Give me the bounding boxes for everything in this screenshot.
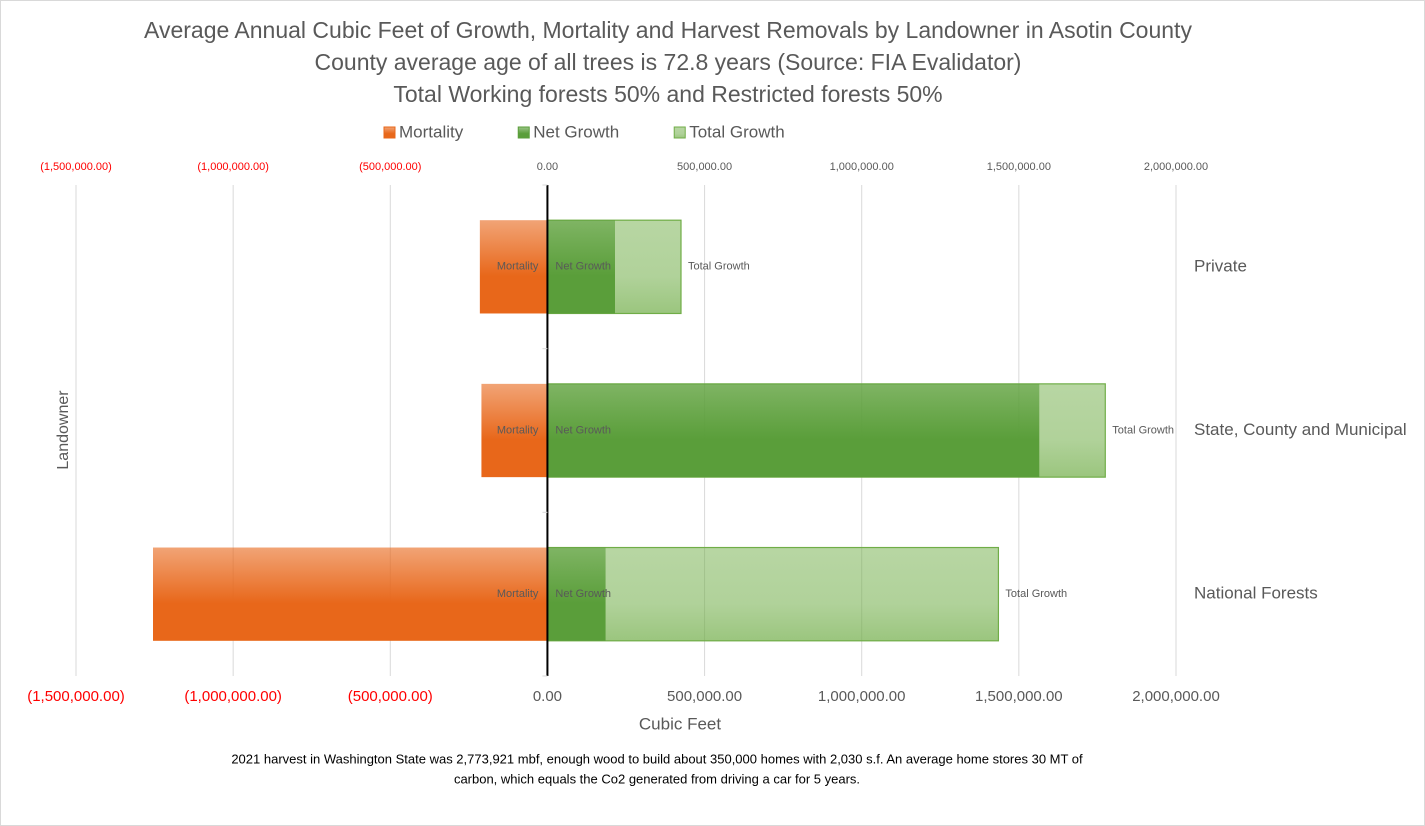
- category-label: Private: [1194, 256, 1247, 275]
- x-tick-label-top: 1,500,000.00: [987, 161, 1051, 173]
- bar: [479, 220, 548, 314]
- legend-label: Mortality: [399, 122, 464, 141]
- data-label: Total Growth: [688, 261, 750, 273]
- legend-swatch: [673, 126, 686, 139]
- footnote: carbon, which equals the Co2 generated f…: [454, 771, 860, 786]
- x-tick-label-top: (500,000.00): [359, 161, 421, 173]
- legend-swatch: [517, 126, 530, 139]
- x-tick-label-top: 2,000,000.00: [1144, 161, 1208, 173]
- x-tick-label-top: 0.00: [537, 161, 558, 173]
- x-tick-label: 0.00: [533, 688, 562, 705]
- legend-label: Net Growth: [533, 122, 619, 141]
- data-label: Total Growth: [1112, 424, 1174, 436]
- data-label: Net Growth: [555, 424, 611, 436]
- x-tick-label-top: (1,500,000.00): [40, 161, 112, 173]
- data-label: Net Growth: [555, 261, 611, 273]
- bar: [547, 383, 1040, 478]
- bar: [153, 547, 548, 641]
- chart-subtitle: County average age of all trees is 72.8 …: [315, 49, 1022, 75]
- category-label: State, County and Municipal: [1194, 420, 1407, 439]
- x-tick-label-top: 500,000.00: [677, 161, 732, 173]
- x-tick-label: 2,000,000.00: [1132, 688, 1220, 705]
- x-tick-label-top: (1,000,000.00): [197, 161, 269, 173]
- data-label: Mortality: [497, 261, 539, 273]
- data-label: Mortality: [497, 424, 539, 436]
- category-label: National Forests: [1194, 584, 1318, 603]
- footnote: 2021 harvest in Washington State was 2,7…: [231, 751, 1083, 766]
- bar: [481, 383, 548, 478]
- legend-label: Total Growth: [689, 122, 784, 141]
- data-label: Total Growth: [1005, 588, 1067, 600]
- x-tick-label: (500,000.00): [348, 688, 433, 705]
- data-label: Mortality: [497, 588, 539, 600]
- legend-swatch: [383, 126, 396, 139]
- bar: [547, 220, 615, 314]
- bar: [546, 546, 1000, 642]
- x-tick-label: 500,000.00: [667, 688, 742, 705]
- x-axis-label: Cubic Feet: [639, 714, 721, 733]
- bar: [547, 547, 606, 641]
- x-tick-label: (1,000,000.00): [184, 688, 282, 705]
- x-tick-label: 1,500,000.00: [975, 688, 1063, 705]
- chart-title: Average Annual Cubic Feet of Growth, Mor…: [144, 17, 1192, 43]
- y-axis-label: Landowner: [55, 390, 72, 470]
- chart-subtitle: Total Working forests 50% and Restricted…: [393, 81, 942, 107]
- x-tick-label-top: 1,000,000.00: [830, 161, 894, 173]
- x-tick-label: 1,000,000.00: [818, 688, 906, 705]
- x-tick-label: (1,500,000.00): [27, 688, 125, 705]
- data-label: Net Growth: [555, 588, 611, 600]
